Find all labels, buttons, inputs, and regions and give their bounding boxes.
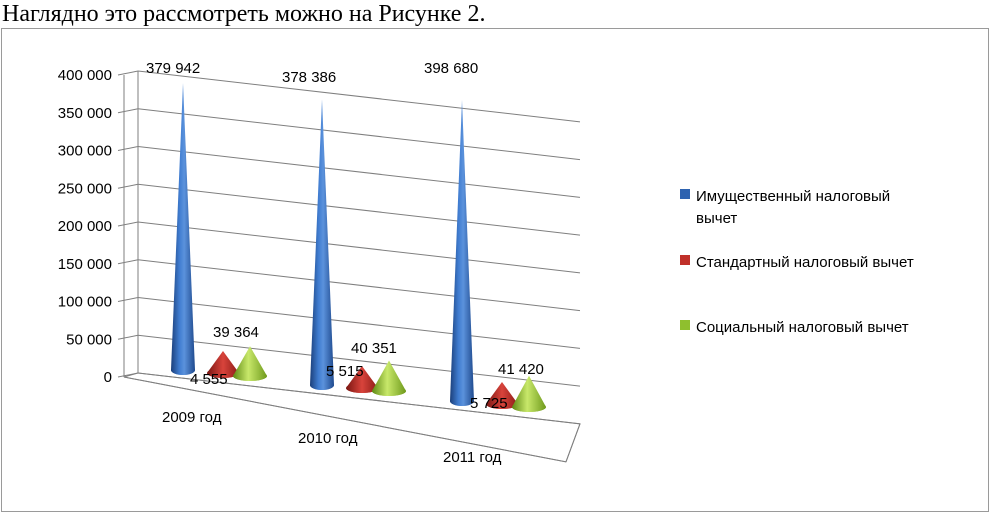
gridline	[137, 334, 581, 387]
legend-entry-label: Социальный налоговый вычет	[696, 319, 909, 336]
legend-entry-label: Имущественный налоговый	[696, 188, 890, 205]
cone-0-2	[450, 99, 474, 407]
floor-front-edge	[123, 376, 567, 463]
data-label: 40 351	[351, 340, 397, 357]
x-category-label: 2009 год	[162, 409, 222, 426]
floor-right-edge	[565, 423, 581, 463]
gridline-side	[117, 334, 139, 340]
legend: Имущественный налоговый вычет Стандартный …	[680, 188, 914, 336]
cone-base-1-2	[486, 399, 518, 409]
data-label: 4 555	[190, 371, 228, 388]
gridline-side	[117, 183, 139, 189]
gridline-side	[117, 221, 139, 227]
gridline	[137, 221, 581, 274]
y-tick-label: 400 000	[58, 67, 112, 84]
gridline	[137, 259, 581, 312]
gridline-side	[117, 70, 139, 76]
gridline	[137, 183, 581, 236]
x-category-label: 2011 год	[443, 449, 502, 466]
y-tick-label: 350 000	[58, 105, 112, 122]
legend-swatch	[680, 189, 690, 199]
y-axis-ticks: 0 50 000 100 000 150 000 200 000 250 000 300 0…	[58, 67, 112, 386]
data-label: 5 725	[470, 395, 508, 412]
cone-base-2-2	[512, 402, 546, 412]
gridline-side	[117, 259, 139, 265]
cone-base-0-2	[450, 396, 474, 406]
cone-0-1	[310, 99, 334, 390]
cone-base-1-1	[346, 383, 378, 393]
legend-swatch	[680, 255, 690, 265]
gridline-side	[117, 297, 139, 302]
data-label: 378 386	[282, 69, 336, 86]
data-label: 398 680	[424, 60, 478, 77]
gridline-side	[117, 108, 139, 114]
grid-layer	[117, 70, 581, 463]
y-tick-label: 0	[104, 369, 112, 386]
figure-caption: Наглядно это рассмотреть можно на Рисунк…	[2, 1, 486, 27]
cone-base-0-0	[171, 365, 195, 375]
legend-swatch	[680, 320, 690, 330]
y-tick-label: 250 000	[58, 180, 112, 197]
data-label: 41 420	[498, 361, 544, 378]
chart-frame	[1, 28, 989, 512]
data-label: 39 364	[213, 324, 259, 341]
x-axis-categories: 2009 год 2010 год 2011 год	[162, 409, 502, 466]
cone-base-1-0	[207, 368, 239, 378]
cone-base-2-1	[372, 386, 406, 396]
cone-base-2-0	[233, 371, 267, 381]
x-category-label: 2010 год	[298, 430, 358, 447]
y-tick-label: 150 000	[58, 256, 112, 273]
cone-base-0-1	[310, 380, 334, 390]
data-label: 5 515	[326, 363, 364, 380]
chart-marks: 379 942 4 555 39 364 378 386 5 515 40 351 398 …	[146, 60, 546, 412]
y-tick-label: 50 000	[66, 331, 112, 348]
cone-0-0	[171, 83, 195, 375]
gridline	[137, 297, 581, 349]
y-tick-label: 200 000	[58, 218, 112, 235]
gridline	[137, 146, 581, 198]
y-tick-label: 300 000	[58, 143, 112, 160]
legend-entry-label: Стандартный налоговый вычет	[696, 254, 914, 271]
data-label: 379 942	[146, 60, 200, 77]
gridline-side	[117, 146, 139, 151]
y-tick-label: 100 000	[58, 294, 112, 311]
gridline	[137, 70, 581, 123]
legend-entry-label: вычет	[696, 210, 737, 227]
gridline	[137, 108, 581, 161]
